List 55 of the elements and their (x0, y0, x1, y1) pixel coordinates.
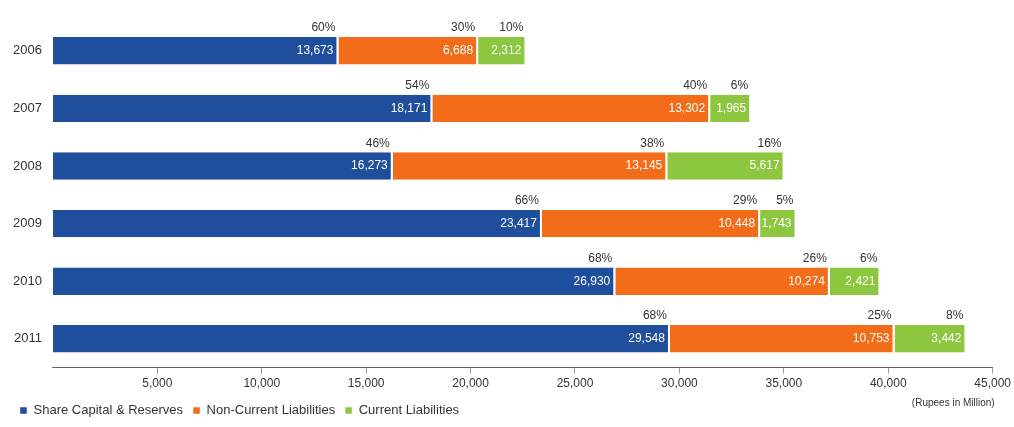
legend-label: Share Capital & Reserves (33, 402, 184, 418)
data-label: 13,145 (625, 158, 663, 173)
annotation: 29% (733, 193, 758, 208)
annotation: 26% (802, 250, 828, 265)
legend-label: Current Liabilities (358, 402, 460, 418)
y-tick-label: 2006 (13, 42, 42, 58)
data-label: 1,743 (761, 215, 792, 230)
annotation: 10% (499, 20, 524, 35)
annotation: 25% (867, 308, 892, 323)
annotation: 66% (514, 193, 540, 208)
annotation: 40% (683, 78, 708, 93)
annotation: 54% (405, 78, 430, 93)
y-tick-label: 2009 (13, 215, 42, 231)
annotation: 46% (365, 135, 391, 150)
y-tick-label: 2010 (13, 272, 42, 288)
data-label: 23,417 (500, 215, 538, 230)
data-label: 10,448 (718, 215, 756, 230)
x-tick-label: 30,000 (661, 376, 699, 391)
y-tick-label: 2008 (13, 157, 42, 173)
x-tick-label: 20,000 (452, 376, 490, 391)
data-label: 18,171 (390, 100, 428, 115)
data-label: 2,421 (845, 273, 876, 288)
data-label: 10,274 (788, 273, 826, 288)
data-label: 29,548 (628, 331, 666, 346)
annotation: 68% (588, 250, 613, 265)
legend-label: Non-Current Liabilities (206, 402, 336, 418)
x-tick-label: 35,000 (765, 376, 803, 391)
x-tick-label: 10,000 (243, 376, 281, 391)
data-label: 13,302 (668, 100, 706, 115)
data-label: 3,442 (931, 331, 962, 346)
y-tick-label: 2007 (13, 99, 42, 115)
annotation: 30% (451, 20, 476, 35)
data-label: 26,930 (573, 273, 611, 288)
data-label: 16,273 (351, 158, 389, 173)
annotation: 16% (757, 135, 782, 150)
data-label: 10,753 (852, 331, 890, 346)
annotation: 38% (640, 135, 665, 150)
x-axis-title: (Rupees in Million) (911, 396, 995, 408)
data-label: 1,965 (716, 100, 747, 115)
annotation: 6% (860, 250, 878, 265)
y-tick-label: 2011 (13, 330, 42, 346)
x-tick-label: 45,000 (974, 376, 1012, 391)
x-tick-label: 15,000 (347, 376, 385, 391)
data-label: 6,688 (443, 43, 474, 58)
x-tick-label: 25,000 (556, 376, 594, 391)
annotation: 60% (311, 20, 336, 35)
annotation: 5% (776, 193, 794, 208)
annotation: 68% (642, 308, 668, 323)
x-tick-label: 40,000 (869, 376, 907, 391)
annotation: 6% (730, 78, 749, 93)
data-label: 5,617 (749, 158, 780, 173)
data-label: 13,673 (296, 43, 334, 58)
data-label: 2,312 (491, 43, 522, 58)
annotation: 8% (946, 308, 964, 323)
x-tick-label: 5,000 (142, 376, 173, 391)
